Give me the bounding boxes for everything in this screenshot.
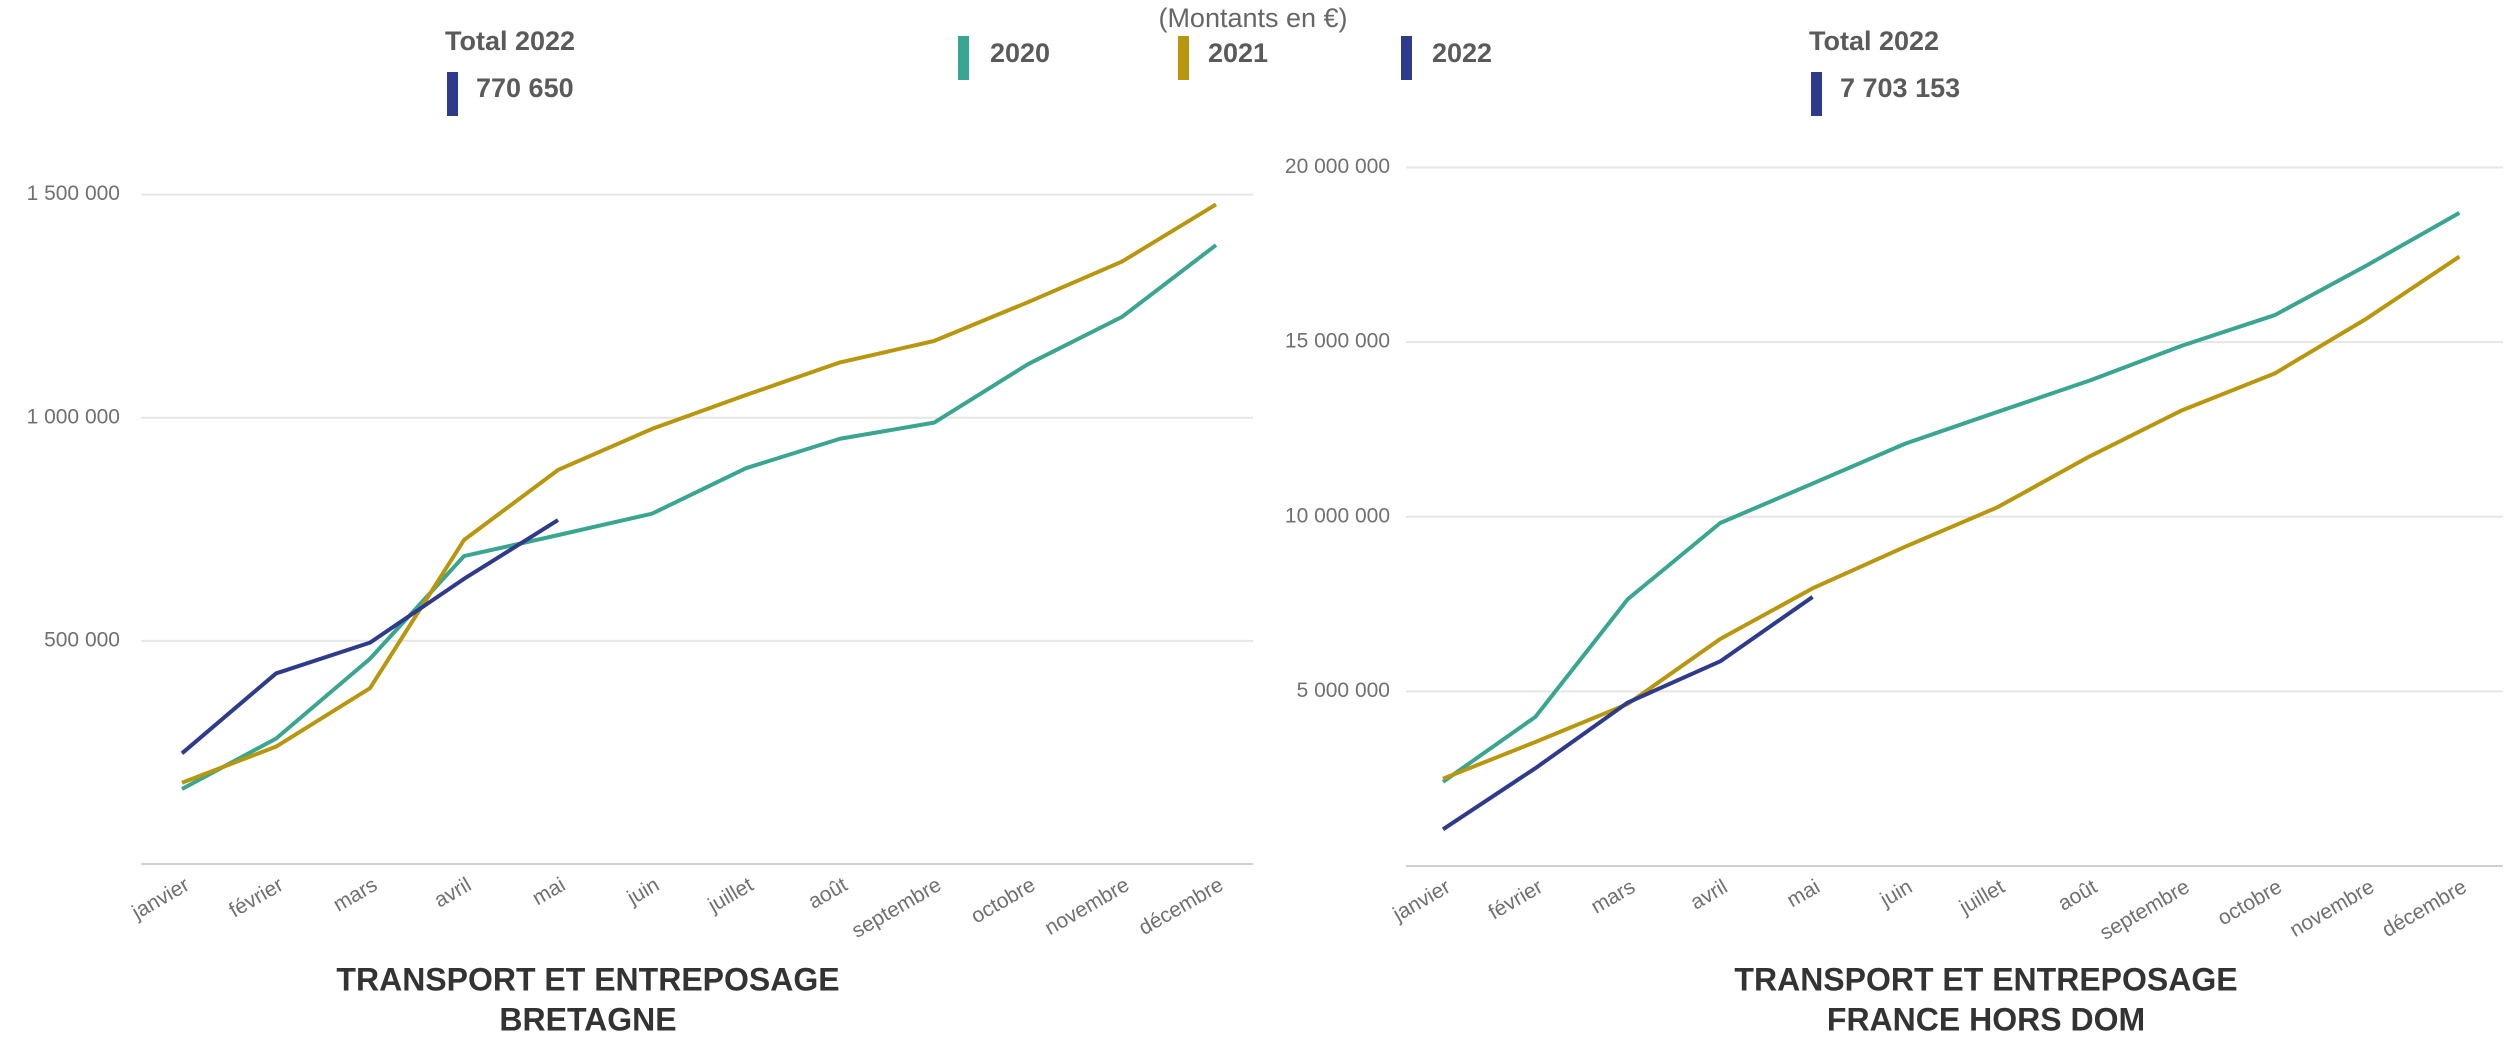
x-tick-label: mai	[1783, 875, 1824, 912]
x-tick-label: janvier	[1388, 875, 1454, 926]
x-tick-label: janvier	[127, 873, 193, 924]
unit-note: (Montants en €)	[1158, 3, 1347, 33]
chart-subtitle: BRETAGNE	[499, 1001, 676, 1037]
x-tick-label: mai	[528, 873, 569, 910]
series-line	[181, 202, 1218, 785]
y-tick-label: 5 000 000	[1297, 679, 1390, 702]
chart-title: TRANSPORT ET ENTREPOSAGE	[1734, 961, 2237, 997]
y-tick-label: 1 500 000	[27, 182, 120, 205]
y-tick-label: 15 000 000	[1285, 330, 1390, 353]
x-tick-label: décembre	[1135, 873, 1227, 940]
legend-swatch	[1178, 36, 1189, 80]
legend-swatch	[958, 36, 969, 80]
total-label: Total 2022	[445, 26, 575, 56]
series-line	[180, 518, 560, 755]
y-tick-label: 500 000	[44, 628, 120, 651]
x-tick-label: juillet	[703, 873, 757, 917]
legend-label: 2020	[990, 38, 1050, 68]
x-tick-label: juin	[623, 873, 664, 910]
series-line	[1441, 595, 1814, 831]
x-tick-label: mars	[329, 873, 381, 916]
x-tick-label: août	[2054, 875, 2101, 915]
total-bar	[1811, 72, 1822, 116]
x-tick-label: décembre	[2378, 875, 2470, 942]
x-tick-label: juin	[1876, 875, 1917, 912]
x-tick-label: février	[225, 873, 287, 922]
series-line	[1442, 254, 2461, 781]
total-bar	[447, 72, 458, 116]
series-line	[181, 243, 1218, 791]
legend-swatch	[1401, 36, 1412, 80]
legend-label: 2022	[1432, 38, 1492, 68]
total-label: Total 2022	[1809, 26, 1939, 56]
x-tick-label: septembre	[848, 873, 945, 943]
total-value: 770 650	[476, 73, 574, 103]
total-value: 7 703 153	[1840, 73, 1960, 103]
x-tick-label: avril	[430, 873, 475, 912]
y-tick-label: 1 000 000	[27, 405, 120, 428]
y-tick-label: 20 000 000	[1285, 155, 1390, 178]
x-tick-label: février	[1485, 875, 1547, 924]
x-tick-label: août	[804, 873, 851, 913]
x-tick-label: juillet	[1955, 875, 2009, 919]
x-tick-label: novembre	[1041, 873, 1133, 940]
y-tick-label: 10 000 000	[1285, 504, 1390, 527]
legend-label: 2021	[1208, 38, 1268, 68]
series-line	[1441, 211, 2461, 784]
x-tick-label: septembre	[2096, 875, 2193, 945]
x-tick-label: octobre	[2214, 875, 2286, 930]
x-tick-label: mars	[1587, 875, 1639, 918]
chart-subtitle: FRANCE HORS DOM	[1827, 1001, 2145, 1037]
x-tick-label: avril	[1687, 875, 1732, 914]
chart-title: TRANSPORT ET ENTREPOSAGE	[336, 961, 839, 997]
x-tick-label: octobre	[967, 873, 1039, 928]
x-tick-label: novembre	[2286, 875, 2378, 942]
